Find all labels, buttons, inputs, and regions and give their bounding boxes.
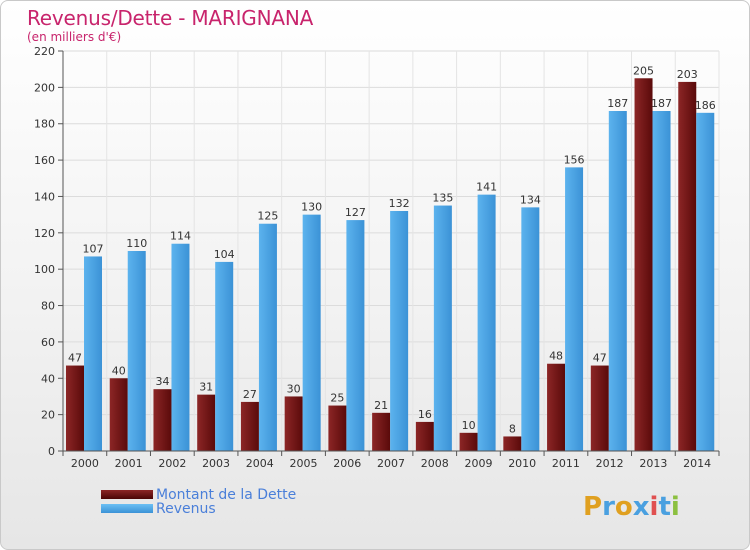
data-label: 205 xyxy=(633,64,654,77)
data-label: 134 xyxy=(520,193,541,206)
proxiti-logo: Proxiti xyxy=(583,492,680,522)
x-tick-label: 2008 xyxy=(421,457,449,470)
data-label: 104 xyxy=(214,248,235,261)
x-tick-label: 2001 xyxy=(115,457,143,470)
y-tick-label: 200 xyxy=(34,81,55,94)
x-tick-label: 2012 xyxy=(596,457,624,470)
bar-revenus xyxy=(258,223,277,451)
data-label: 187 xyxy=(607,97,628,110)
data-label: 31 xyxy=(199,381,213,394)
data-label: 107 xyxy=(83,242,104,255)
y-tick-label: 180 xyxy=(34,118,55,131)
legend-swatch-dette xyxy=(101,490,153,499)
y-tick-label: 60 xyxy=(41,336,55,349)
y-tick-label: 160 xyxy=(34,154,55,167)
bar-revenus xyxy=(215,261,234,451)
bar-revenus xyxy=(171,243,190,451)
data-label: 125 xyxy=(257,210,278,223)
data-label: 130 xyxy=(301,201,322,214)
x-tick-label: 2003 xyxy=(202,457,230,470)
data-label: 21 xyxy=(374,399,388,412)
chart-subtitle: (en milliers d'€) xyxy=(27,30,122,44)
bar-dette xyxy=(66,365,84,451)
bar-dette xyxy=(240,401,259,451)
bar-revenus xyxy=(696,112,715,452)
data-label: 127 xyxy=(345,206,366,219)
x-tick-label: 2010 xyxy=(508,457,536,470)
y-tick-label: 40 xyxy=(41,372,55,385)
y-tick-label: 100 xyxy=(34,263,55,276)
y-tick-label: 120 xyxy=(34,227,55,240)
legend-swatch-revenus xyxy=(101,504,153,513)
x-tick-label: 2000 xyxy=(71,457,99,470)
data-label: 27 xyxy=(243,388,257,401)
x-tick-label: 2007 xyxy=(377,457,405,470)
data-label: 25 xyxy=(330,392,344,405)
data-label: 48 xyxy=(549,350,563,363)
legend-label-revenus: Revenus xyxy=(156,501,216,517)
x-tick-label: 2002 xyxy=(158,457,186,470)
data-label: 186 xyxy=(695,99,716,112)
data-label: 110 xyxy=(126,237,147,250)
x-tick-label: 2005 xyxy=(290,457,318,470)
data-label: 187 xyxy=(651,97,672,110)
x-tick-label: 2011 xyxy=(552,457,580,470)
bar-revenus xyxy=(565,167,584,451)
legend-label-dette: Montant de la Dette xyxy=(156,487,297,503)
x-tick-label: 2009 xyxy=(464,457,492,470)
data-label: 8 xyxy=(509,422,516,435)
data-label: 132 xyxy=(389,197,410,210)
data-label: 40 xyxy=(112,364,126,377)
y-tick-label: 0 xyxy=(48,445,55,458)
bar-dette xyxy=(678,81,697,451)
chart-title: Revenus/Dette - MARIGNANA xyxy=(27,6,314,30)
data-label: 47 xyxy=(593,352,607,365)
y-tick-label: 140 xyxy=(34,190,55,203)
bar-revenus xyxy=(608,111,627,451)
data-label: 156 xyxy=(564,153,585,166)
x-tick-label: 2006 xyxy=(333,457,361,470)
data-label: 10 xyxy=(462,419,476,432)
bar-dette xyxy=(284,396,303,451)
y-tick-label: 20 xyxy=(41,409,55,422)
bar-revenus xyxy=(84,256,102,451)
bar-revenus xyxy=(521,207,540,451)
bar-dette xyxy=(590,365,609,451)
svg-text:Proxiti: Proxiti xyxy=(583,492,680,522)
bar-revenus xyxy=(346,220,365,451)
bar-dette xyxy=(197,394,216,451)
x-tick-label: 2013 xyxy=(639,457,667,470)
bar-dette xyxy=(372,412,391,451)
data-label: 203 xyxy=(677,68,698,81)
bar-dette xyxy=(328,405,347,451)
y-tick-label: 80 xyxy=(41,300,55,313)
x-tick-label: 2014 xyxy=(683,457,711,470)
bar-dette xyxy=(415,421,434,451)
bar-revenus xyxy=(390,211,409,451)
bar-dette xyxy=(547,363,566,451)
data-label: 34 xyxy=(155,375,169,388)
bar-dette xyxy=(109,378,128,451)
bar-revenus xyxy=(652,111,671,451)
bar-revenus xyxy=(477,194,496,452)
bar-dette xyxy=(153,389,172,451)
data-label: 47 xyxy=(68,352,82,365)
bar-dette xyxy=(459,432,478,451)
data-label: 16 xyxy=(418,408,432,421)
bar-revenus xyxy=(433,205,452,451)
bar-dette xyxy=(503,436,522,451)
bar-dette xyxy=(634,78,653,451)
x-tick-label: 2004 xyxy=(246,457,274,470)
data-label: 135 xyxy=(432,192,453,205)
data-label: 141 xyxy=(476,181,497,194)
data-label: 30 xyxy=(287,382,301,395)
bar-revenus xyxy=(127,251,146,451)
bar-revenus xyxy=(302,214,321,451)
data-label: 114 xyxy=(170,230,191,243)
y-tick-label: 220 xyxy=(34,45,55,58)
